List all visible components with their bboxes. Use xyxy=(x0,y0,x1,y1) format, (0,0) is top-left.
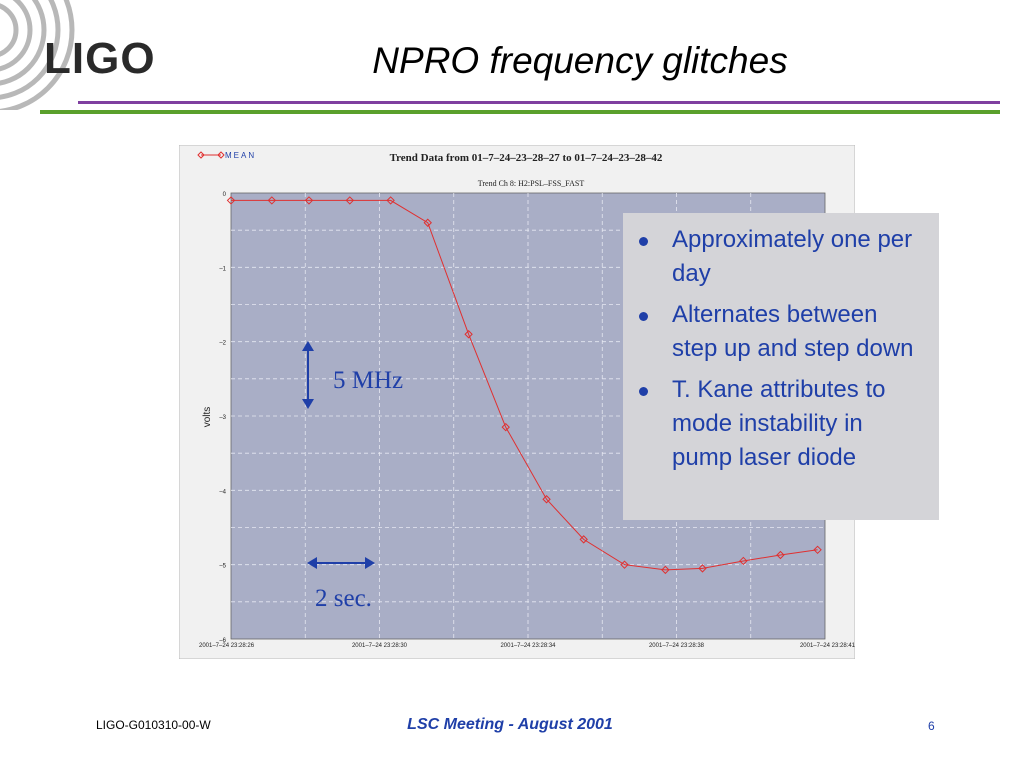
y-tick-label: –2 xyxy=(219,341,226,347)
slide-title: NPRO frequency glitches xyxy=(372,40,788,81)
data-point xyxy=(464,330,473,339)
data-point xyxy=(267,196,277,205)
data-point xyxy=(661,565,670,575)
footer-meeting: LSC Meeting - August 2001 xyxy=(407,716,613,733)
data-point xyxy=(739,556,748,566)
y-tick-label: 0 xyxy=(223,192,227,198)
data-point xyxy=(542,495,551,504)
x-tick-label: 2001–7–24 23:28:26 xyxy=(199,643,255,649)
bullet-box: Approximately one per day Alternates bet… xyxy=(623,213,939,520)
data-point xyxy=(423,218,432,227)
data-point xyxy=(345,196,355,205)
y-axis-label: volts xyxy=(202,407,213,428)
title-rule-green xyxy=(40,110,1000,114)
x-tick-label: 2001–7–24 23:28:41 xyxy=(800,643,855,649)
data-point xyxy=(304,196,314,205)
chart-subtitle: Trend Ch 8: H2:PSL–FSS_FAST xyxy=(478,179,585,188)
y-tick-label: –3 xyxy=(219,415,226,421)
bullet-item: Approximately one per day xyxy=(635,223,925,291)
data-point xyxy=(386,196,395,205)
bullet-item: T. Kane attributes to mode instability i… xyxy=(635,373,925,475)
bullet-dot-icon xyxy=(639,387,648,396)
chart-title: Trend Data from 01–7–24–23–28–27 to 01–7… xyxy=(390,152,663,164)
data-point xyxy=(698,564,707,573)
y-tick-label: –1 xyxy=(219,266,226,272)
bullet-text: Alternates between step up and step down xyxy=(672,301,914,362)
vertical-scale-arrow xyxy=(302,341,314,409)
x-tick-label: 2001–7–24 23:28:34 xyxy=(500,643,556,649)
series-line xyxy=(231,199,818,571)
x-tick-label: 2001–7–24 23:28:38 xyxy=(649,643,705,649)
bullet-text: Approximately one per day xyxy=(672,226,913,287)
bullet-text: T. Kane attributes to mode instability i… xyxy=(672,376,886,471)
legend-marker xyxy=(197,151,205,159)
y-tick-label: –6 xyxy=(219,638,226,644)
x-tick-label: 2001–7–24 23:28:30 xyxy=(352,643,408,649)
bullet-dot-icon xyxy=(639,312,648,321)
ligo-logo-text: LIGO xyxy=(44,34,156,83)
data-point xyxy=(776,550,785,560)
data-point xyxy=(813,545,822,555)
chart-legend: MEAN xyxy=(197,151,256,160)
footer-doc-id: LIGO-G010310-00-W xyxy=(96,718,211,732)
data-point xyxy=(579,535,588,544)
data-point xyxy=(620,560,629,569)
y-tick-label: –5 xyxy=(219,564,226,570)
horizontal-scale-label: 2 sec. xyxy=(315,585,372,612)
bullet-dot-icon xyxy=(639,237,648,246)
ligo-logo-arcs-icon xyxy=(0,0,75,110)
legend-marker xyxy=(217,151,225,159)
bullet-item: Alternates between step up and step down xyxy=(635,298,925,366)
horizontal-scale-arrow xyxy=(307,557,375,569)
y-tick-label: –4 xyxy=(219,489,226,495)
title-rule-purple xyxy=(78,101,1000,104)
footer-page-number: 6 xyxy=(928,719,935,733)
data-point xyxy=(501,422,510,432)
data-point xyxy=(226,196,236,205)
vertical-scale-label: 5 MHz xyxy=(333,367,403,394)
legend-label: MEAN xyxy=(225,151,256,160)
